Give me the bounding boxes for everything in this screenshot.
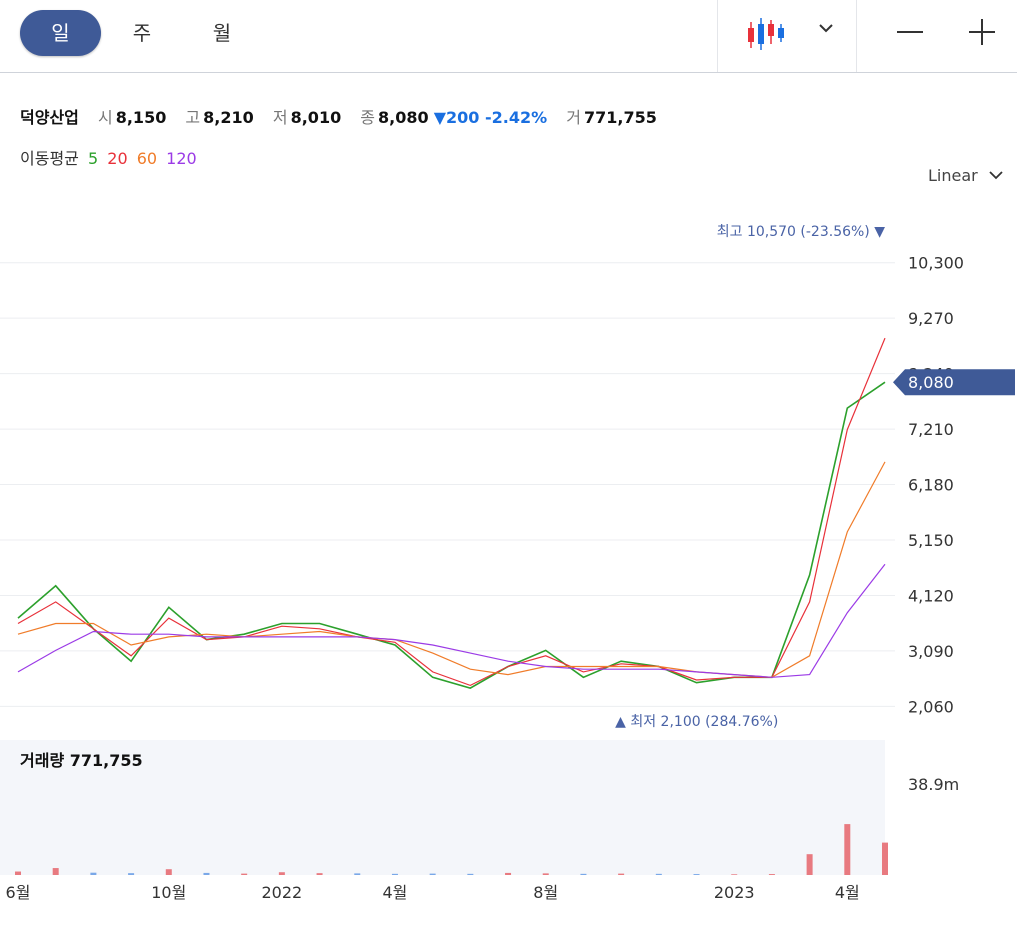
volume-bar: [15, 871, 21, 875]
volume-label: 거: [566, 108, 581, 127]
ma-120-line: [17, 563, 886, 678]
ma-120-label: 120: [166, 149, 197, 168]
volume-bar: [806, 854, 813, 875]
chevron-down-icon: [819, 24, 833, 33]
tab-daily[interactable]: 일: [20, 10, 101, 56]
volume-bar: [731, 874, 738, 875]
high-annotation: 최고 10,570 (-23.56%) ▼: [717, 224, 885, 240]
high-label: 고: [185, 108, 201, 127]
volume-bar: [278, 872, 285, 875]
volume-title: 거래량 771,755: [20, 751, 143, 770]
candlestick-icon: [748, 18, 784, 50]
low-label: 저: [272, 108, 288, 127]
volume-bar: [580, 873, 587, 875]
chart-type-dropdown[interactable]: [808, 10, 844, 56]
current-price-label: 8,080: [908, 373, 954, 392]
y-tick-label: 4,120: [908, 586, 954, 605]
x-tick-label: 10월: [151, 883, 186, 902]
y-tick-label: 2,060: [908, 697, 954, 716]
scale-selector[interactable]: Linear: [928, 166, 1005, 185]
y-tick-label: 7,210: [908, 420, 954, 439]
zoom-out-button[interactable]: [885, 10, 935, 56]
ma-20-label: 20: [107, 149, 128, 168]
tab-weekly[interactable]: 주: [132, 21, 152, 45]
volume-bar: [693, 874, 700, 875]
volume-bar: [391, 873, 398, 875]
volume-bar: [655, 873, 662, 875]
x-tick-label: 2023: [714, 883, 755, 902]
volume-bar: [128, 873, 135, 875]
x-tick-label: 4월: [835, 883, 860, 902]
volume-bar: [768, 874, 775, 875]
volume-bar: [316, 873, 323, 875]
ma-5-label: 5: [87, 149, 99, 168]
close-label: 종: [360, 108, 376, 127]
low-value: 8,010: [290, 108, 342, 127]
ma-60-line: [17, 461, 886, 678]
top-toolbar: 일 주 월: [0, 0, 1017, 73]
y-tick-label: 10,300: [908, 254, 964, 273]
volume-bar: [542, 873, 549, 875]
volume-tick-label: 38.9m: [908, 775, 959, 794]
price-chart[interactable]: 10,3009,2708,2407,2106,1805,1504,1203,09…: [0, 190, 1017, 926]
toolbar-divider: [717, 0, 718, 72]
open-value: 8,150: [115, 108, 167, 127]
close-value: 8,080: [378, 108, 429, 127]
minus-icon: [897, 31, 923, 33]
scale-label: Linear: [928, 166, 978, 185]
ma-5-line: [17, 381, 886, 689]
ma-60-label: 60: [136, 149, 158, 168]
volume-panel: [0, 740, 885, 875]
toolbar-divider: [856, 0, 857, 72]
volume-bar: [467, 873, 474, 875]
moving-average-label: 이동평균: [20, 149, 79, 168]
volume-bar: [882, 842, 888, 875]
quote-summary: 덕양산업 시 8,150 고 8,210 저 8,010 종 8,080 ▼200 -2…: [20, 104, 657, 128]
volume-bar: [844, 824, 851, 875]
volume-bar: [241, 873, 248, 875]
volume-bar: [203, 872, 210, 875]
y-tick-label: 5,150: [908, 531, 954, 550]
volume-bar: [165, 869, 172, 875]
low-annotation: ▲ 최저 2,100 (284.76%): [615, 714, 778, 730]
ma-20-line: [17, 337, 886, 687]
tab-monthly[interactable]: 월: [212, 21, 232, 45]
volume-bar: [505, 872, 512, 875]
y-tick-label: 3,090: [908, 642, 954, 661]
volume-bar: [354, 873, 361, 875]
high-value: 8,210: [203, 108, 254, 127]
price-change: ▼200 -2.42%: [433, 108, 548, 127]
y-tick-label: 9,270: [908, 309, 954, 328]
x-tick-label: 8월: [533, 883, 558, 902]
zoom-in-button[interactable]: [957, 10, 1007, 56]
volume-bar: [52, 868, 59, 875]
current-price-tag: [893, 369, 1015, 396]
chevron-down-icon: [989, 171, 1003, 180]
volume-bar: [429, 873, 436, 875]
open-label: 시: [97, 108, 113, 127]
volume-bar: [618, 873, 625, 875]
volume-value: 771,755: [583, 108, 657, 127]
moving-average-legend: 이동평균 5 20 60 120: [20, 145, 201, 169]
volume-bar: [90, 872, 97, 875]
x-tick-label: 4월: [383, 883, 408, 902]
chart-type-button[interactable]: [742, 10, 792, 56]
x-tick-label: 6월: [6, 883, 31, 902]
y-tick-label: 6,180: [908, 476, 954, 495]
stock-name: 덕양산업: [20, 108, 79, 127]
plus-icon: [969, 19, 995, 45]
x-tick-label: 2022: [262, 883, 303, 902]
